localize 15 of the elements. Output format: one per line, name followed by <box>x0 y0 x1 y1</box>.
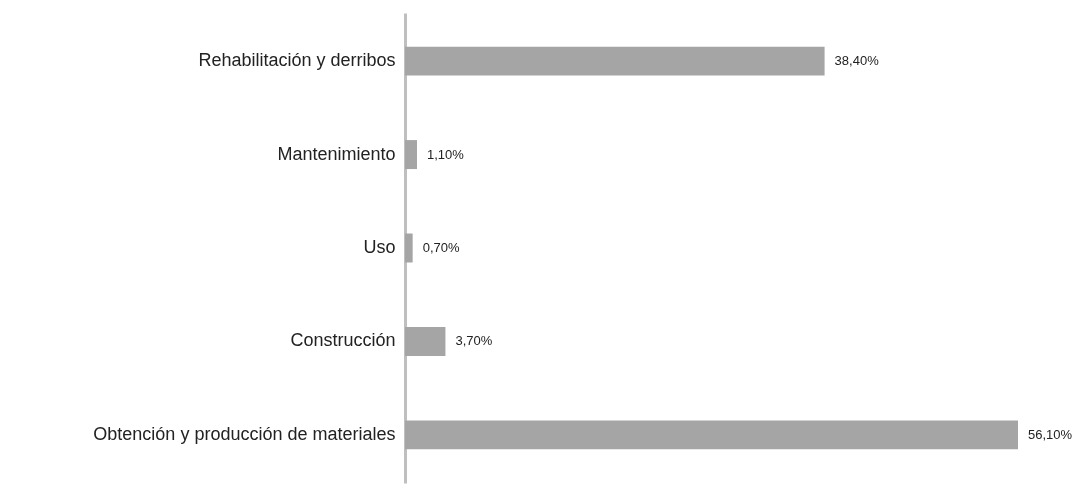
bar <box>405 140 418 170</box>
data-label: 38,40% <box>834 53 880 69</box>
bar <box>405 46 825 76</box>
data-label: 3,70% <box>455 333 493 349</box>
y-tick-label: Obtención y producción de materiales <box>93 423 396 444</box>
bar <box>405 233 413 263</box>
data-label: 56,10% <box>1028 426 1073 442</box>
y-tick-label: Uso <box>363 237 396 257</box>
data-label: 1,10% <box>427 146 465 162</box>
y-tick-label: Rehabilitación y derribos <box>198 50 396 71</box>
data-label: 0,70% <box>422 240 460 255</box>
bar <box>405 326 446 356</box>
y-tick-label: Mantenimiento <box>277 143 396 164</box>
bar <box>405 420 1018 450</box>
y-tick-label: Construcción <box>290 330 396 351</box>
